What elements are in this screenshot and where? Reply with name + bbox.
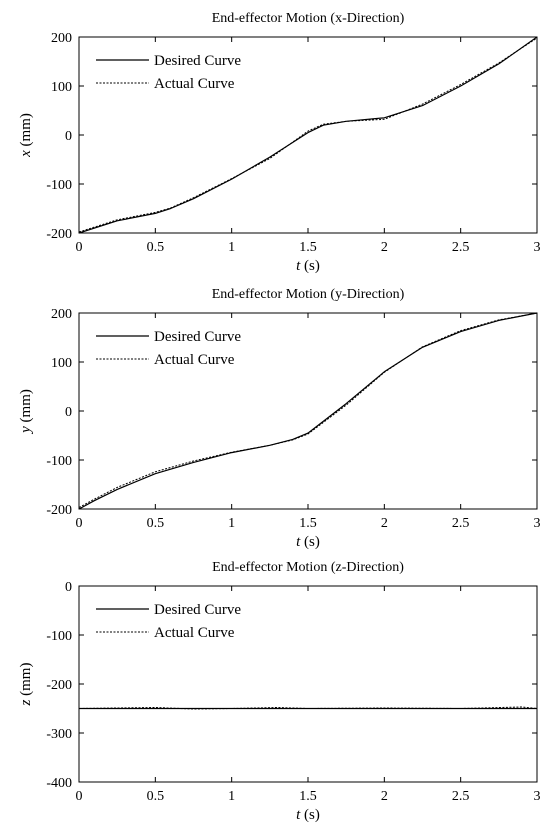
- x-tick-label: 3: [534, 516, 541, 531]
- y-axis-label: z (mm): [18, 663, 34, 707]
- series-line-actual: [78, 312, 538, 508]
- legend-label-actual: Actual Curve: [154, 625, 235, 641]
- y-tick-label: 200: [51, 307, 72, 322]
- y-axis-var: z: [18, 699, 34, 706]
- legend-label-actual: Actual Curve: [154, 352, 235, 368]
- y-tick-label: -100: [46, 629, 72, 644]
- y-tick-label: -200: [46, 503, 72, 518]
- x-tick-label: 0.5: [147, 789, 165, 804]
- x-tick-label: 3: [534, 240, 541, 255]
- y-axis-var: x: [18, 150, 34, 158]
- x-axis-label: t (s): [296, 807, 320, 823]
- chart-title: End-effector Motion (z-Direction): [212, 560, 404, 575]
- y-tick-label: 100: [51, 80, 72, 95]
- y-tick-label: 100: [51, 356, 72, 371]
- plot-frame: [78, 36, 538, 234]
- y-tick-label: -400: [46, 776, 72, 791]
- y-tick-label: 200: [51, 31, 72, 46]
- y-tick-label: 0: [65, 580, 72, 595]
- series-line-actual: [78, 706, 538, 710]
- x-tick-label: 2: [381, 789, 388, 804]
- legend-label-desired: Desired Curve: [154, 53, 241, 69]
- x-tick-label: 1: [228, 240, 235, 255]
- legend-label-actual: Actual Curve: [154, 76, 235, 92]
- x-axis-var: t: [296, 258, 301, 274]
- chart-title: End-effector Motion (x-Direction): [212, 11, 405, 26]
- x-tick-label: 2.5: [452, 240, 470, 255]
- plot-frame: [78, 585, 538, 783]
- x-tick-label: 0: [76, 789, 83, 804]
- x-tick-label: 2.5: [452, 516, 470, 531]
- x-axis-var: t: [296, 534, 301, 550]
- chart-2: End-effector Motion (z-Direction) 0 0.5 1 1.…: [18, 560, 541, 823]
- legend-label-desired: Desired Curve: [154, 329, 241, 345]
- y-tick-label: 0: [65, 405, 72, 420]
- x-tick-label: 2: [381, 516, 388, 531]
- y-axis-label: y (mm): [18, 389, 34, 435]
- x-axis-unit: (s): [300, 258, 320, 274]
- x-axis-label: t (s): [296, 534, 320, 550]
- x-tick-label: 1: [228, 789, 235, 804]
- x-tick-label: 2.5: [452, 789, 470, 804]
- chart-0: End-effector Motion (x-Direction) 0 0.5 1 1.…: [18, 11, 541, 274]
- y-axis-unit: (mm): [18, 663, 34, 700]
- x-tick-label: 2: [381, 240, 388, 255]
- x-axis-var: t: [296, 807, 301, 823]
- series-line-desired: [78, 312, 538, 510]
- y-tick-label: -200: [46, 227, 72, 242]
- series-line-actual: [78, 37, 538, 233]
- y-tick-label: -100: [46, 454, 72, 469]
- legend-label-desired: Desired Curve: [154, 602, 241, 618]
- x-axis-unit: (s): [300, 807, 320, 823]
- y-axis-unit: (mm): [18, 389, 34, 426]
- plot-frame: [78, 312, 538, 510]
- y-tick-label: 0: [65, 129, 72, 144]
- x-tick-label: 3: [534, 789, 541, 804]
- y-axis-unit: (mm): [18, 113, 34, 150]
- x-tick-label: 1.5: [299, 789, 317, 804]
- x-tick-label: 0: [76, 516, 83, 531]
- series-line-desired: [78, 36, 538, 234]
- x-axis-label: t (s): [296, 258, 320, 274]
- y-tick-label: -200: [46, 678, 72, 693]
- x-tick-label: 1.5: [299, 516, 317, 531]
- x-tick-label: 1.5: [299, 240, 317, 255]
- chart-title: End-effector Motion (y-Direction): [212, 287, 405, 302]
- x-tick-label: 0.5: [147, 240, 165, 255]
- y-axis-var: y: [18, 426, 34, 435]
- y-tick-label: -300: [46, 727, 72, 742]
- chart-1: End-effector Motion (y-Direction) 0 0.5 1 1.…: [18, 287, 541, 550]
- x-tick-label: 0.5: [147, 516, 165, 531]
- x-axis-unit: (s): [300, 534, 320, 550]
- y-tick-label: -100: [46, 178, 72, 193]
- x-tick-label: 1: [228, 516, 235, 531]
- y-axis-label: x (mm): [18, 113, 34, 158]
- x-tick-label: 0: [76, 240, 83, 255]
